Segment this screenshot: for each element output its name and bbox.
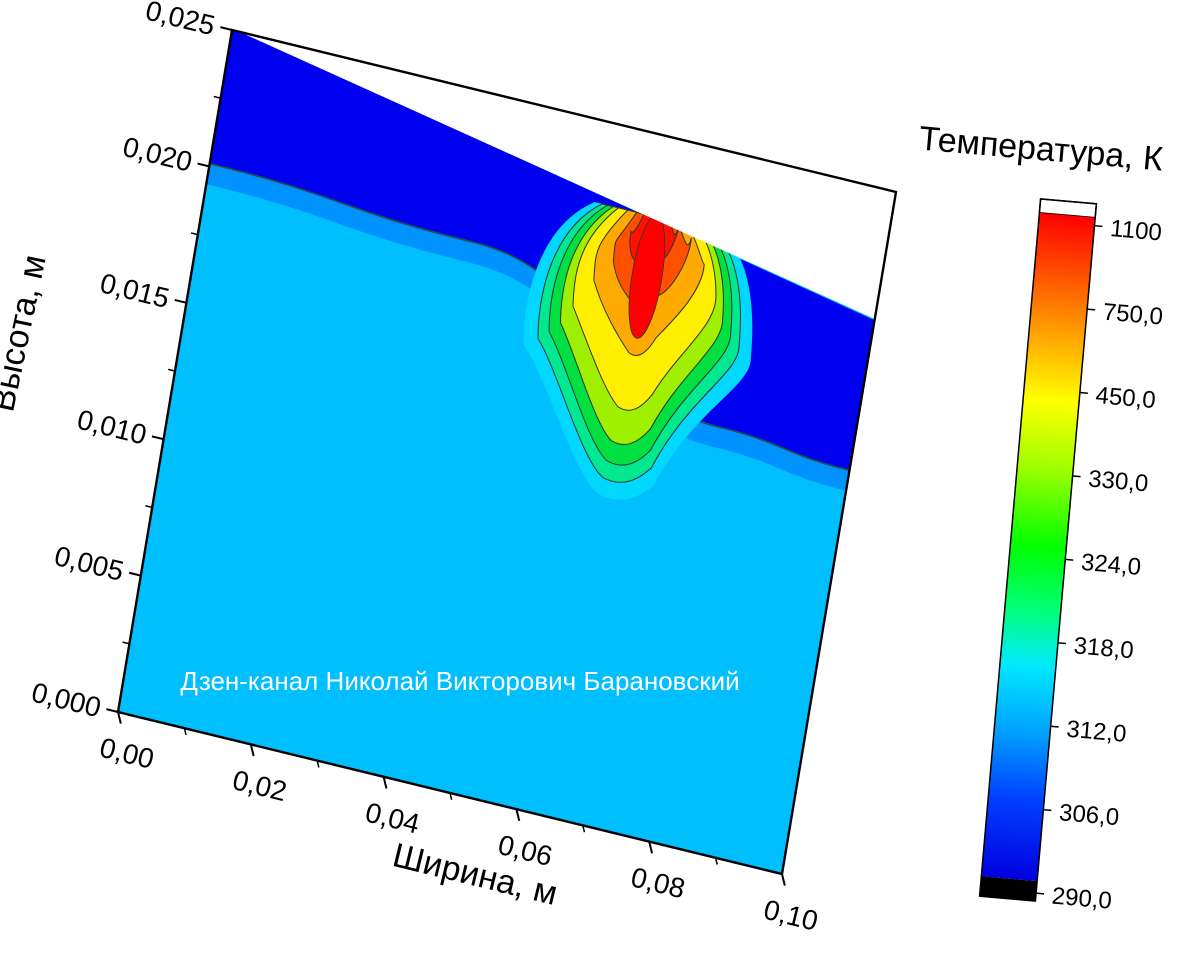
x-tick — [249, 744, 255, 757]
top-layer-transition — [206, 163, 850, 491]
x-minor-tick — [316, 760, 320, 768]
y-tick-label: 0,005 — [51, 540, 126, 587]
colorbar-tick — [1036, 892, 1045, 895]
x-tick — [382, 776, 388, 789]
y-tick-label: 0,000 — [29, 677, 104, 724]
y-tick — [197, 162, 210, 168]
hot-region — [523, 202, 753, 500]
colorbar-underflow — [979, 876, 1038, 902]
x-minor-tick — [714, 857, 718, 865]
colorbar-tick — [1065, 558, 1074, 561]
colorbar-tick-label: 306,0 — [1058, 799, 1120, 831]
y-minor-tick — [213, 95, 221, 99]
colorbar-frame — [978, 198, 1098, 902]
colorbar-gradient — [981, 212, 1096, 882]
colorbar-tick — [1072, 475, 1081, 478]
x-tick — [117, 711, 122, 724]
y-tick-label: 0,025 — [143, 0, 218, 41]
y-tick — [106, 708, 119, 713]
y-minor-tick — [190, 232, 198, 236]
colorbar-tick-label: 318,0 — [1073, 632, 1135, 664]
y-tick-label: 0,020 — [120, 131, 195, 178]
colorbar-tick-label: 1100 — [1109, 215, 1163, 246]
colorbar-tick — [1079, 391, 1088, 394]
colorbar-tick — [1087, 308, 1096, 311]
colorbar-tick — [1050, 725, 1059, 728]
y-tick — [220, 26, 233, 31]
y-tick-label: 0,010 — [74, 404, 149, 451]
colorbar-tick-label: 450,0 — [1095, 382, 1157, 414]
y-tick-label: 0,015 — [97, 267, 172, 314]
watermark-text: Дзен-канал Николай Викторович Барановски… — [180, 666, 739, 696]
x-tick-label: 0,08 — [628, 861, 688, 904]
x-tick-label: 0,10 — [761, 894, 821, 937]
y-tick — [174, 298, 187, 304]
colorbar-tick-label: 290,0 — [1051, 883, 1113, 915]
x-tick-label: 0,04 — [362, 797, 422, 840]
above-surface-mask — [225, 30, 896, 322]
colorbar-title: Температура, К — [917, 119, 1164, 178]
x-minor-tick — [449, 792, 453, 800]
colorbar-tick-label: 330,0 — [1087, 465, 1149, 497]
y-tick — [128, 571, 142, 577]
x-minor-tick — [582, 825, 586, 833]
y-minor-tick — [168, 368, 176, 372]
y-tick — [151, 435, 164, 441]
y-minor-tick — [145, 505, 153, 509]
colorbar-tick — [1057, 642, 1067, 645]
colorbar-tick-label: 750,0 — [1102, 299, 1164, 331]
colorbar-tick-label: 312,0 — [1065, 716, 1127, 748]
colorbar: 1100 750,0 450,0 330,0 324,0 318,0 312,0 306,0 2… — [978, 198, 1164, 915]
y-axis-label: Высота, м — [0, 251, 54, 414]
x-tick — [781, 873, 786, 886]
x-tick-label: 0,02 — [230, 764, 290, 807]
colorbar-tick — [1094, 224, 1103, 228]
y-minor-tick — [122, 641, 130, 645]
x-tick-label: 0,00 — [97, 732, 157, 775]
x-tick — [515, 808, 521, 822]
x-minor-tick — [183, 728, 187, 736]
plot-area — [116, 28, 898, 876]
colorbar-tick-label: 324,0 — [1080, 549, 1142, 581]
colorbar-tick — [1043, 808, 1052, 812]
x-tick — [648, 841, 654, 854]
